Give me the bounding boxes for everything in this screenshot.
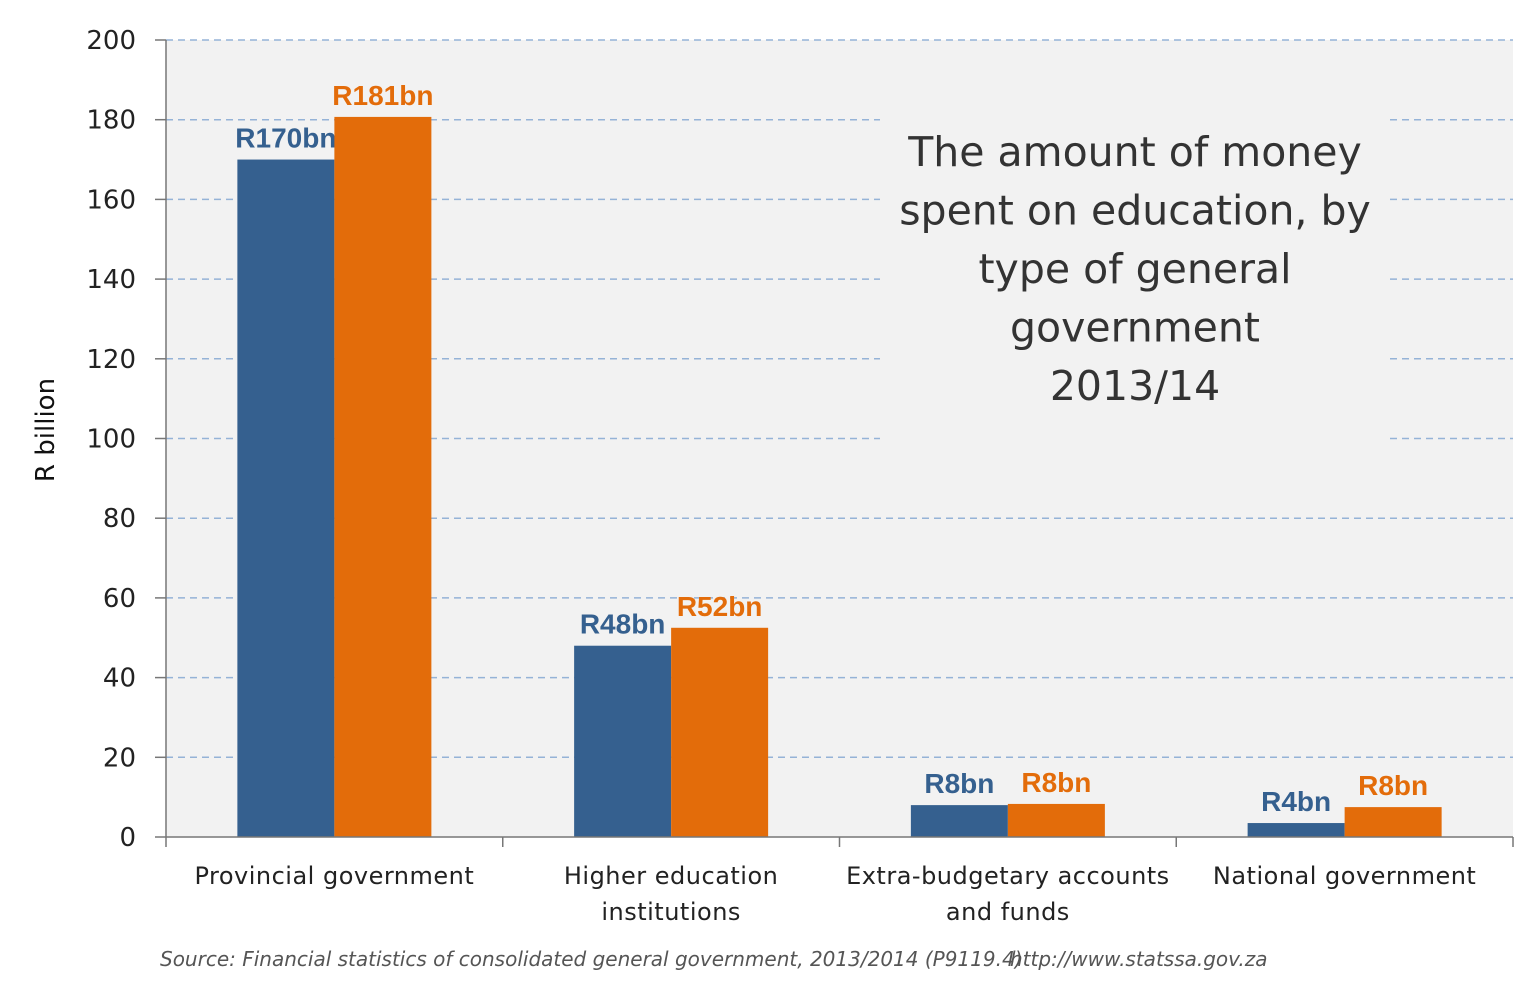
data-label: R8bn (1021, 767, 1091, 798)
bar (1247, 823, 1345, 837)
x-tick-label: Extra-budgetary accounts (846, 862, 1170, 890)
data-label: R181bn (332, 80, 433, 111)
x-tick-label: Higher education (564, 862, 779, 890)
source-url: http://www.statssa.gov.za (1010, 947, 1267, 971)
chart-title-line: government (1010, 304, 1260, 352)
data-label: R170bn (235, 123, 336, 154)
y-tick-label: 120 (86, 345, 136, 375)
chart-title-line: spent on education, by (899, 187, 1371, 235)
x-tick-label: institutions (601, 898, 741, 926)
axes: 0 20 40 60 80 100 120 140 160 180 200 Provincial go… (86, 26, 1514, 926)
bar (574, 645, 672, 837)
bar (1007, 803, 1105, 837)
data-label: R52bn (677, 591, 763, 622)
chart-title: The amount of money spent on education, b… (899, 128, 1371, 410)
y-tick-label: 20 (103, 743, 136, 773)
data-label: R4bn (1261, 786, 1331, 817)
bar (334, 116, 432, 837)
chart-title-line: The amount of money (907, 128, 1362, 176)
y-tick-label: 80 (103, 504, 136, 534)
y-tick-label: 0 (119, 823, 136, 853)
data-label: R48bn (580, 609, 666, 640)
bar (237, 159, 335, 838)
bars: R170bn R181bn R48bn R52bn R8bn R8bn R4bn R8bn (235, 80, 1442, 838)
y-tick-label: 180 (86, 106, 136, 136)
data-label: R8bn (1358, 770, 1428, 801)
source-note: Source: Financial statistics of consolid… (160, 947, 1023, 971)
bar (910, 805, 1008, 837)
x-tick-label: Provincial government (194, 862, 474, 890)
data-label: R8bn (924, 768, 994, 799)
chart-title-line: type of general (978, 245, 1291, 293)
title-box (880, 108, 1390, 448)
x-tick-label: and funds (946, 898, 1070, 926)
y-tick-label: 60 (103, 584, 136, 614)
y-tick-label: 160 (86, 185, 136, 215)
y-tick-label: 140 (86, 265, 136, 295)
y-tick-label: 100 (86, 425, 136, 455)
y-tick-label: 200 (86, 26, 136, 56)
y-tick-label: 40 (103, 664, 136, 694)
bar (1344, 807, 1442, 837)
y-axis-label: R billion (31, 378, 61, 482)
x-tick-label: National government (1213, 862, 1476, 890)
chart-title-line: 2013/14 (1050, 362, 1220, 410)
bar (671, 627, 769, 837)
